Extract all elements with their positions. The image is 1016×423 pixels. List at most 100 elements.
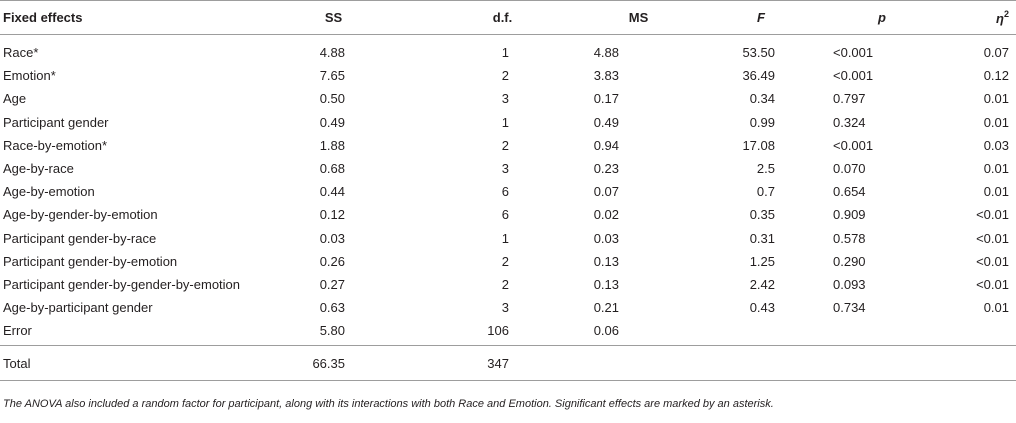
f-value (689, 319, 833, 346)
table-row: Age-by-race 0.68 3 0.23 2.5 0.070 0.01 (0, 157, 1016, 180)
effect-name: Age-by-emotion (3, 184, 95, 200)
effect-name: Emotion* (3, 68, 56, 84)
table-row: Age-by-participant gender 0.63 3 0.21 0.43 0.… (0, 296, 1016, 319)
p-value: 0.797 (833, 91, 866, 107)
effect-name: Age-by-participant gender (3, 300, 153, 316)
effect-name: Participant gender (3, 114, 109, 130)
table-row: Age-by-gender-by-emotion 0.12 6 0.02 0.35 0.9… (0, 203, 1016, 226)
ss-value: 0.26 (319, 253, 345, 269)
f-value: 0.43 (749, 300, 775, 316)
ss-value: 1.88 (319, 137, 345, 153)
ss-value: 0.27 (319, 276, 345, 292)
table-row: Age-by-emotion 0.44 6 0.07 0.7 0.654 0.01 (0, 180, 1016, 203)
ss-value: 0.03 (319, 230, 345, 246)
ms-value: 0.21 (593, 300, 619, 316)
effect-name: Age (3, 91, 27, 107)
total-ms (588, 345, 689, 382)
header-row: Fixed effects SS d.f. MS F p η2 (0, 0, 1016, 35)
total-df: 347 (417, 345, 588, 382)
p-value: 0.654 (833, 184, 866, 200)
header-ms: MS (588, 0, 689, 35)
f-value: 53.50 (742, 45, 775, 61)
ss-value: 7.65 (319, 68, 345, 84)
f-value: 0.7 (756, 184, 775, 200)
header-f: F (689, 0, 833, 35)
effect-name: Participant gender-by-race (3, 230, 157, 246)
p-value: 0.909 (833, 207, 866, 223)
total-ss: 66.35 (250, 345, 417, 382)
f-value: 0.35 (749, 207, 775, 223)
table-header: Fixed effects SS d.f. MS F p η2 (0, 0, 1016, 35)
effect-name: Race-by-emotion* (3, 137, 108, 153)
f-value: 0.99 (749, 114, 775, 130)
eta-value: <0.01 (976, 207, 1009, 223)
effect-name: Participant gender-by-gender-by-emotion (3, 276, 241, 292)
p-value: 0.070 (833, 161, 866, 177)
header-ss: SS (250, 0, 417, 35)
df-value: 2 (501, 137, 509, 153)
df-value: 1 (501, 114, 509, 130)
ms-value: 0.13 (593, 276, 619, 292)
table-row: Emotion* 7.65 2 3.83 36.49 <0.001 0.12 (0, 64, 1016, 87)
header-p: p (833, 0, 931, 35)
total-row: Total 66.35 347 (0, 345, 1016, 382)
eta-value: <0.01 (976, 230, 1009, 246)
table-footer: Total 66.35 347 (0, 345, 1016, 382)
ms-value: 0.03 (593, 230, 619, 246)
anova-table: Fixed effects SS d.f. MS F p η2 Race* 4.8… (0, 0, 1016, 382)
effect-name: Age-by-race (3, 161, 74, 177)
table-row: Participant gender-by-race 0.03 1 0.03 0.31 0… (0, 227, 1016, 250)
ss-value: 4.88 (319, 45, 345, 61)
p-value: <0.001 (833, 137, 874, 153)
ss-value: 0.12 (319, 207, 345, 223)
eta-value: 0.01 (983, 184, 1009, 200)
df-value: 1 (501, 230, 509, 246)
total-p (833, 345, 931, 382)
p-value: 0.324 (833, 114, 866, 130)
df-value: 2 (501, 253, 509, 269)
df-value: 3 (501, 161, 509, 177)
p-value: 0.734 (833, 300, 866, 316)
eta-symbol: η (996, 11, 1004, 26)
eta-value: 0.03 (983, 137, 1009, 153)
eta-value: 0.12 (983, 68, 1009, 84)
effect-name: Participant gender-by-emotion (3, 253, 178, 269)
eta-value: 0.01 (983, 91, 1009, 107)
total-label: Total (0, 345, 250, 382)
f-value: 1.25 (749, 253, 775, 269)
ss-value: 0.68 (319, 161, 345, 177)
table-row: Participant gender-by-emotion 0.26 2 0.13 1.… (0, 250, 1016, 273)
effect-name: Race* (3, 45, 39, 61)
ms-value: 0.17 (593, 91, 619, 107)
p-value: <0.001 (833, 68, 874, 84)
p-value: 0.578 (833, 230, 866, 246)
eta-value: 0.01 (983, 300, 1009, 316)
ms-value: 3.83 (593, 68, 619, 84)
f-value: 17.08 (742, 137, 775, 153)
header-eta-squared: η2 (931, 0, 1016, 35)
f-value: 0.34 (749, 91, 775, 107)
ss-value: 5.80 (319, 323, 345, 339)
df-value: 3 (501, 91, 509, 107)
df-value: 3 (501, 300, 509, 316)
ms-value: 0.06 (593, 323, 619, 339)
header-df: d.f. (417, 0, 588, 35)
total-eta (931, 345, 1016, 382)
f-value: 2.5 (756, 161, 775, 177)
p-value: <0.001 (833, 45, 874, 61)
eta-superscript: 2 (1003, 9, 1009, 19)
table-row: Age 0.50 3 0.17 0.34 0.797 0.01 (0, 87, 1016, 110)
ss-value: 0.63 (319, 300, 345, 316)
table-row: Race-by-emotion* 1.88 2 0.94 17.08 <0.001 0.03 (0, 134, 1016, 157)
ms-value: 0.49 (593, 114, 619, 130)
ms-value: 0.07 (593, 184, 619, 200)
table-body: Race* 4.88 1 4.88 53.50 <0.001 0.07 Emotion* 7.6… (0, 35, 1016, 346)
ms-value: 0.13 (593, 253, 619, 269)
table-row: Race* 4.88 1 4.88 53.50 <0.001 0.07 (0, 35, 1016, 65)
table-footnote: The ANOVA also included a random factor … (3, 398, 774, 410)
df-value: 1 (501, 45, 509, 61)
df-value: 106 (487, 323, 509, 339)
ms-value: 0.94 (593, 137, 619, 153)
eta-value: 0.01 (983, 114, 1009, 130)
